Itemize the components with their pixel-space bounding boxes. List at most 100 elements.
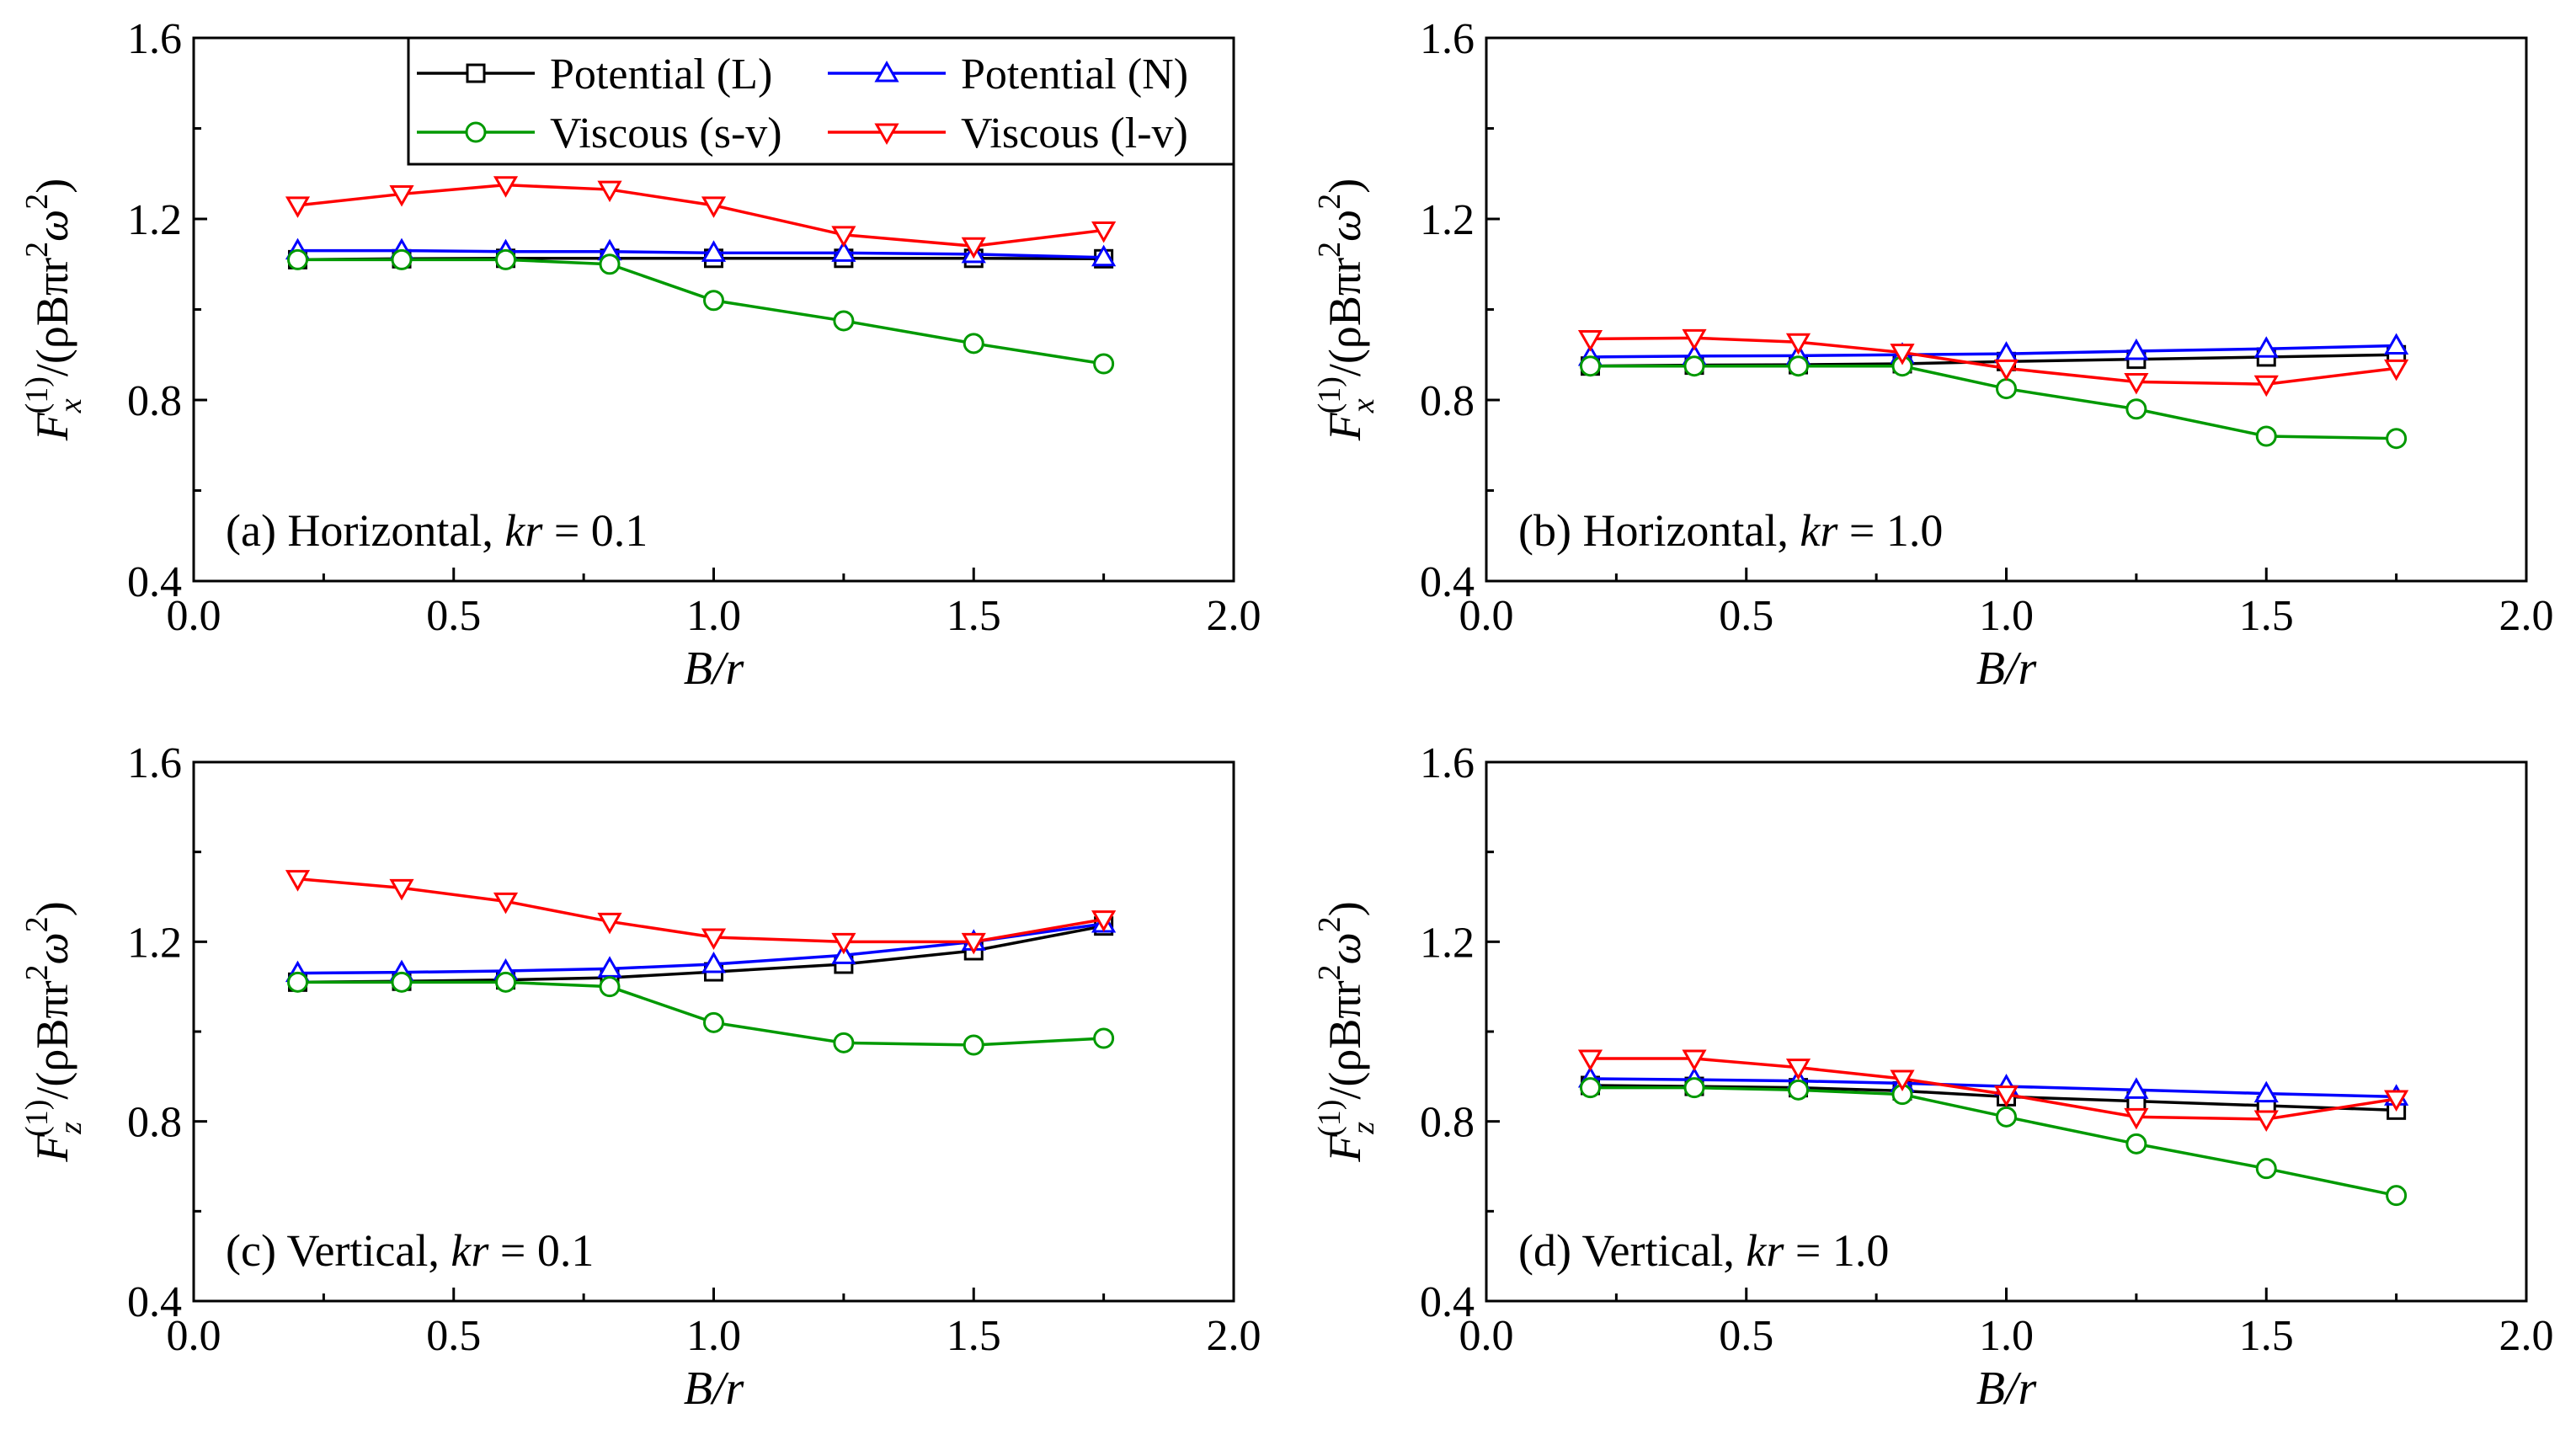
- data-point-visLV: [1682, 1049, 1707, 1072]
- data-point-visSV: [963, 333, 984, 355]
- chart-panel-b: 0.0 0.5 1.0 1.5 2.0 0.4 0.8 1.2 1.6 B/r Fx(1)/(ρBπ…: [1312, 15, 2554, 695]
- plot-frame: [1485, 36, 2528, 583]
- panel-label: (d) Vertical, kr = 1.0: [1518, 1225, 1889, 1276]
- y-tick-label: 0.4: [127, 1278, 182, 1326]
- data-point-potN: [2124, 1077, 2149, 1099]
- data-point-visSV: [2125, 1133, 2147, 1155]
- plot-frame: [1485, 760, 2528, 1303]
- data-point-visLV: [1993, 1085, 2019, 1107]
- legend-item-potN: Potential (N): [828, 51, 1188, 99]
- y-tick-label: 1.2: [127, 196, 182, 244]
- x-tick-label: 1.5: [2239, 592, 2294, 640]
- y-tick-label: 1.6: [127, 739, 182, 787]
- data-point-visSV: [1580, 1077, 1601, 1099]
- series-potL: [1581, 1075, 2407, 1120]
- series-visSV: [1580, 355, 2408, 450]
- y-tick-label: 1.6: [1420, 739, 1475, 787]
- data-point-visSV: [2255, 1158, 2277, 1180]
- legend-box: [407, 36, 1235, 166]
- data-point-visLV: [961, 237, 986, 259]
- series-visLV: [285, 870, 1117, 955]
- panel-label: (b) Horizontal, kr = 1.0: [1518, 505, 1943, 556]
- data-point-visSV: [1093, 353, 1115, 375]
- series-visSV: [287, 971, 1115, 1056]
- data-point-visLV: [2253, 375, 2279, 397]
- data-point-visLV: [1785, 333, 1811, 355]
- data-point-visSV: [2386, 1185, 2408, 1207]
- data-point-visLV: [493, 176, 519, 198]
- series-visLV: [285, 176, 1117, 259]
- data-point-visSV: [833, 310, 855, 332]
- data-point-visLV: [389, 184, 414, 207]
- series-line-potN: [1590, 1077, 2397, 1099]
- y-tick-label: 1.2: [127, 919, 182, 967]
- data-point-visSV: [703, 1011, 724, 1033]
- data-point-visLV: [389, 878, 414, 901]
- data-point-visLV: [1577, 329, 1603, 352]
- data-point-visSV: [833, 1032, 855, 1053]
- y-axis-title: Fz(1)/(ρBπr2ω2): [19, 901, 88, 1162]
- data-point-visLV: [701, 928, 727, 951]
- data-point-visLV: [2384, 359, 2409, 381]
- data-point-visLV: [701, 196, 727, 218]
- data-point-visSV: [2255, 425, 2277, 447]
- series-line-visSV: [297, 258, 1104, 365]
- x-tick-label: 2.0: [2499, 1312, 2554, 1360]
- legend-marker: [874, 60, 899, 83]
- data-point-visSV: [287, 971, 308, 993]
- data-point-visLV: [493, 892, 519, 915]
- data-point-visLV: [2253, 1110, 2279, 1133]
- series-line-visLV: [1590, 1057, 2397, 1121]
- data-point-visSV: [1996, 1106, 2017, 1128]
- legend: Potential (L) Potential (N) Viscous (s-v) V…: [407, 36, 1235, 166]
- series-line-potN: [1590, 344, 2397, 359]
- data-point-visLV: [285, 870, 311, 892]
- data-point-visLV: [1890, 1069, 1915, 1092]
- chart-panel-d: 0.0 0.5 1.0 1.5 2.0 0.4 0.8 1.2 1.6 B/r Fz(1)/(ρBπ…: [1312, 739, 2554, 1415]
- x-tick-label: 1.0: [1979, 592, 2034, 640]
- legend-marker: [466, 63, 486, 83]
- data-point-visLV: [2124, 1107, 2149, 1130]
- series-visLV: [1577, 1049, 2409, 1133]
- x-axis-title: B/r: [684, 1363, 744, 1415]
- data-point-potN: [2124, 338, 2149, 360]
- x-tick-label: 2.0: [1207, 592, 1261, 640]
- y-tick-label: 1.2: [1420, 919, 1475, 967]
- series-potL: [1581, 344, 2407, 376]
- data-point-visLV: [961, 932, 986, 955]
- series-line-visSV: [297, 980, 1104, 1047]
- data-point-potN: [831, 240, 856, 262]
- legend-label: Viscous (l-v): [961, 109, 1188, 157]
- series-visSV: [287, 248, 1115, 375]
- data-point-visSV: [495, 971, 516, 993]
- y-tick-label: 0.4: [1420, 1278, 1475, 1326]
- data-point-visLV: [1993, 359, 2019, 381]
- series-line-visLV: [297, 183, 1104, 248]
- series-line-visSV: [1590, 1085, 2397, 1197]
- data-point-visSV: [963, 1034, 984, 1056]
- data-point-potN: [1091, 244, 1117, 267]
- data-point-potN: [2253, 1080, 2279, 1103]
- data-point-visLV: [2384, 1090, 2409, 1112]
- x-axis-title: B/r: [1976, 643, 2037, 695]
- x-tick-label: 1.0: [1979, 1312, 2034, 1360]
- series-visLV: [1577, 328, 2409, 397]
- x-tick-label: 0.0: [167, 592, 221, 640]
- data-point-visSV: [1683, 1077, 1705, 1099]
- series-line-potN: [297, 248, 1104, 259]
- series-line-potL: [1590, 1084, 2397, 1112]
- data-point-visSV: [391, 971, 413, 993]
- data-point-visLV: [1577, 1049, 1603, 1072]
- series-line-visLV: [1590, 336, 2397, 386]
- x-axis-title: B/r: [684, 643, 744, 695]
- y-tick-label: 1.6: [127, 15, 182, 63]
- data-point-visSV: [599, 976, 621, 998]
- x-tick-label: 0.5: [1719, 1312, 1773, 1360]
- x-tick-label: 1.0: [686, 592, 741, 640]
- data-point-visSV: [1580, 355, 1601, 377]
- x-tick-label: 0.5: [1719, 592, 1773, 640]
- data-point-visLV: [1091, 910, 1117, 932]
- data-point-visSV: [1093, 1027, 1115, 1049]
- data-point-potN: [2253, 336, 2279, 358]
- y-tick-label: 0.8: [127, 1099, 182, 1147]
